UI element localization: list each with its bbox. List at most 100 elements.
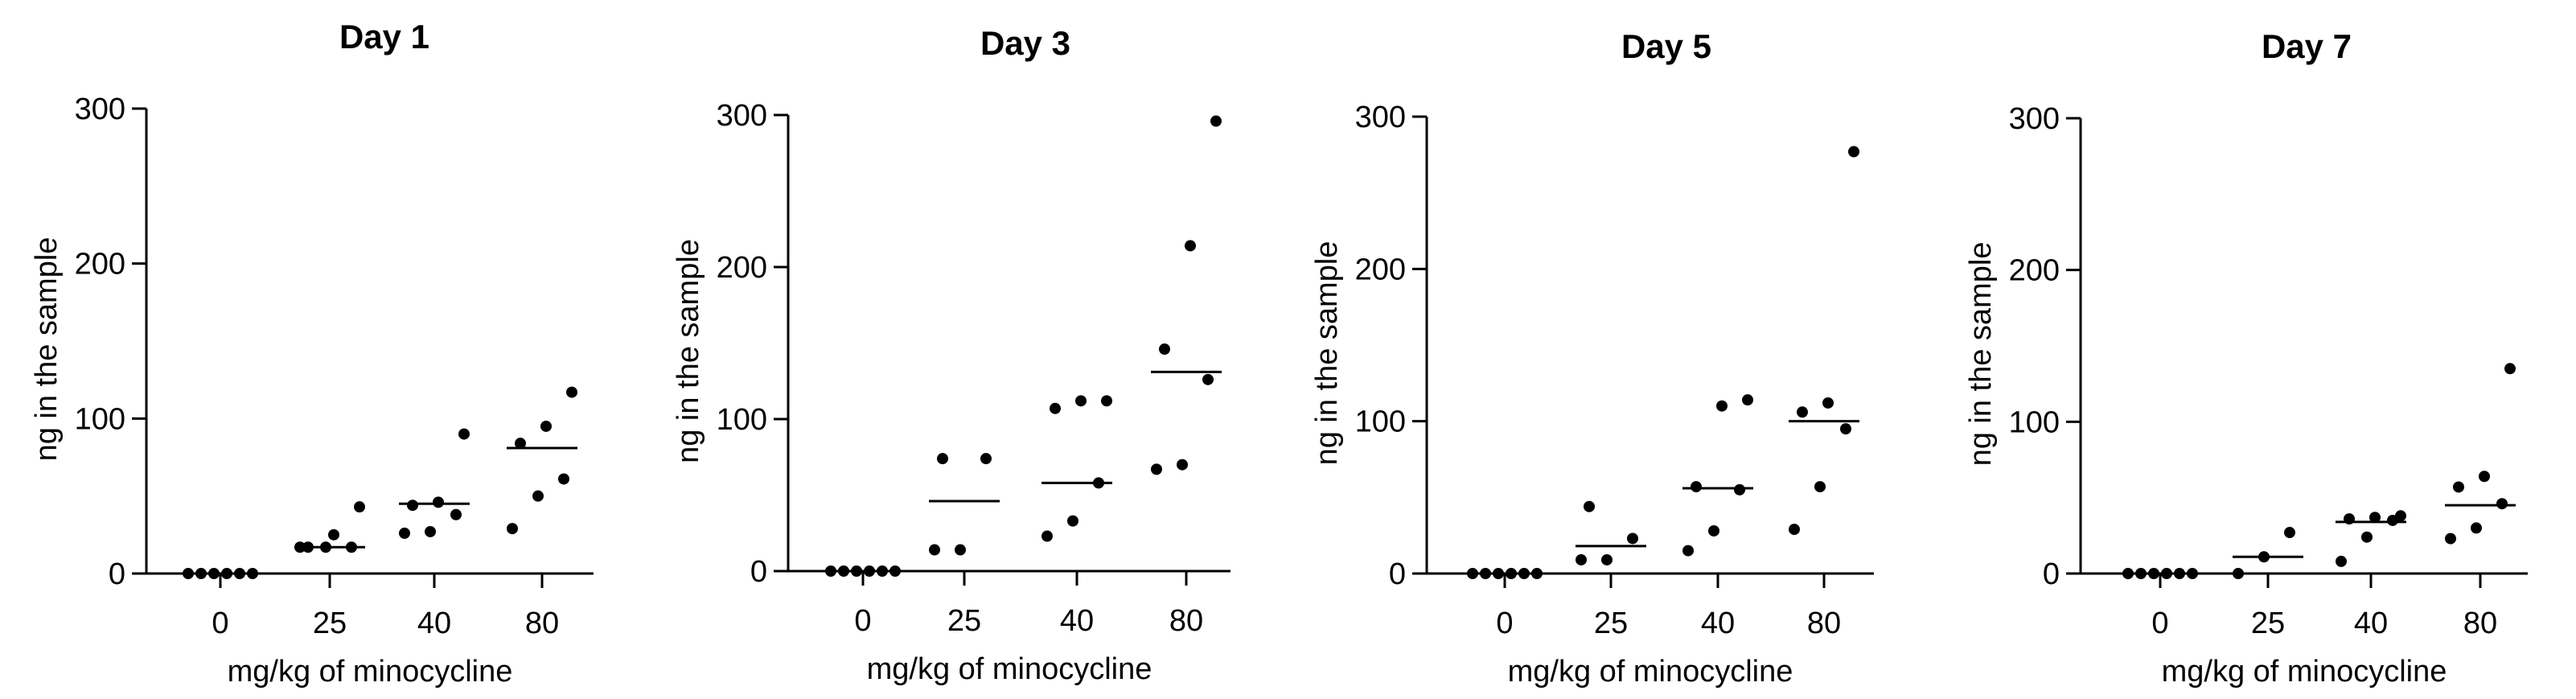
data-point: [2336, 555, 2347, 567]
data-point: [1159, 343, 1170, 356]
y-tick-label: 300: [717, 99, 767, 133]
data-point: [1682, 545, 1694, 557]
y-tick-label: 0: [750, 555, 767, 589]
y-tick-label: 200: [1355, 253, 1406, 286]
data-point: [2453, 481, 2464, 493]
data-point: [877, 565, 888, 577]
data-point: [1734, 483, 1745, 495]
data-point: [2369, 512, 2381, 524]
x-tick-label: 25: [1594, 606, 1628, 640]
data-point: [2135, 568, 2147, 579]
panel-title: Day 3: [980, 24, 1070, 62]
y-tick-label: 100: [75, 402, 125, 436]
data-point: [2122, 568, 2134, 579]
y-tick-label: 300: [75, 93, 125, 126]
panel-title: Day 1: [339, 18, 429, 56]
data-point: [1506, 568, 1517, 579]
data-point: [458, 428, 470, 440]
y-tick-label: 0: [1389, 557, 1406, 591]
panel-title: Day 7: [2262, 27, 2352, 65]
data-point: [320, 541, 331, 553]
data-point: [1151, 463, 1162, 475]
y-tick-label: 100: [717, 403, 767, 437]
data-point: [208, 568, 220, 579]
data-point: [532, 490, 544, 502]
data-point: [2344, 513, 2355, 525]
data-point: [2479, 471, 2490, 483]
x-tick-label: 0: [212, 606, 228, 640]
data-point: [1814, 481, 1826, 493]
data-point: [2496, 498, 2508, 510]
data-point: [1202, 373, 1214, 385]
data-point: [864, 565, 875, 577]
data-point: [1716, 400, 1728, 412]
x-tick-label: 40: [417, 606, 451, 640]
data-point: [328, 528, 339, 541]
data-point: [1708, 524, 1719, 537]
data-point: [1493, 568, 1504, 579]
y-axis-title: ng in the sample: [1310, 241, 1344, 466]
data-point: [1691, 481, 1702, 493]
data-point: [2471, 522, 2482, 534]
data-point: [2161, 568, 2172, 579]
data-point: [980, 453, 992, 465]
x-tick-label: 80: [2463, 606, 2497, 640]
data-point: [399, 527, 410, 539]
data-point: [1518, 568, 1530, 579]
x-tick-label: 25: [2251, 606, 2285, 640]
data-point: [183, 568, 194, 579]
data-point: [1210, 115, 1222, 127]
data-point: [2504, 363, 2516, 375]
data-point: [1041, 530, 1053, 542]
x-tick-label: 40: [1060, 604, 1094, 638]
panel-day-5: Day 5 0 100 200 300 0 25 40 80 mg/kg of minocycli…: [1310, 27, 1874, 689]
y-axis-title: ng in the sample: [1964, 242, 1998, 467]
data-point: [1075, 395, 1087, 407]
panel-day-3: Day 3 0 100 200 300 0 25 40 80 mg/kg of minocycli…: [672, 24, 1230, 686]
y-axis-title: ng in the sample: [672, 239, 705, 463]
data-point: [2148, 568, 2159, 579]
x-tick-label: 80: [1807, 606, 1841, 640]
data-point: [1797, 406, 1808, 418]
data-point: [2284, 527, 2295, 539]
x-tick-label: 80: [525, 606, 559, 640]
data-point: [1067, 515, 1078, 527]
x-tick-label: 0: [1496, 606, 1513, 640]
data-point: [507, 523, 518, 535]
data-point: [1050, 402, 1061, 414]
data-point: [1177, 458, 1188, 471]
x-axis-title: mg/kg of minocycline: [867, 652, 1152, 686]
data-point: [1584, 500, 1595, 512]
data-point: [433, 496, 444, 508]
data-point: [1840, 423, 1851, 435]
data-point: [354, 501, 365, 513]
data-point: [515, 438, 526, 450]
data-point: [1467, 568, 1478, 579]
x-tick-label: 25: [313, 606, 347, 640]
data-point: [1742, 394, 1753, 406]
x-tick-label: 40: [2354, 606, 2388, 640]
data-point: [825, 565, 836, 577]
data-point: [1789, 524, 1800, 536]
data-point: [1101, 395, 1112, 407]
data-point: [851, 565, 862, 577]
y-tick-label: 200: [717, 251, 767, 285]
y-tick-label: 200: [75, 248, 125, 282]
data-point: [2233, 568, 2244, 579]
y-tick-label: 0: [109, 557, 125, 591]
data-point: [566, 386, 577, 398]
data-point: [450, 508, 462, 520]
panel-title: Day 5: [1621, 27, 1711, 65]
data-point: [838, 565, 849, 577]
data-point: [234, 568, 245, 579]
x-tick-label: 80: [1169, 604, 1203, 638]
y-axis-title: ng in the sample: [30, 237, 64, 462]
data-point: [1480, 568, 1491, 579]
data-point: [1601, 553, 1613, 565]
panel-day-7: Day 7 0 100 200 300 0 25 40 80 mg/kg of minocycli…: [1964, 27, 2528, 689]
data-point: [1848, 146, 1859, 158]
data-point: [1531, 568, 1543, 579]
data-point: [2174, 568, 2185, 579]
data-point: [1576, 553, 1587, 565]
panel-day-1: Day 1 0 100 200 300 0 25 40 80 mg/kg of minocycli…: [30, 18, 594, 689]
